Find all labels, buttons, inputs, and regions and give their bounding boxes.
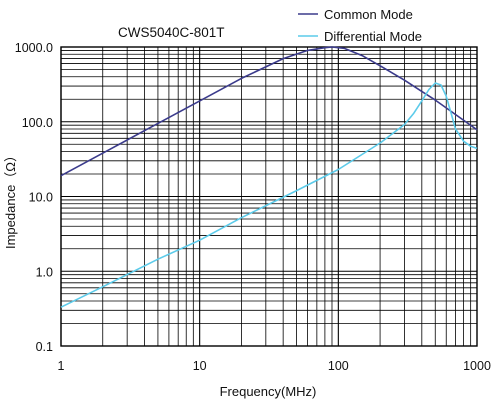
- y-tick-label: 100.0: [22, 116, 53, 130]
- x-tick-label: 100: [328, 359, 349, 373]
- chart-title: CWS5040C-801T: [118, 25, 225, 40]
- x-tick-label: 1000: [463, 359, 491, 373]
- x-axis-label: Frequency(MHz): [220, 384, 317, 399]
- x-tick-label: 10: [193, 359, 207, 373]
- x-tick-label: 1: [58, 359, 65, 373]
- plot-frame: [60, 46, 478, 347]
- curves: [60, 46, 478, 308]
- grid: [60, 46, 478, 347]
- y-axis-label: Impedance（Ω）: [3, 149, 18, 249]
- y-tick-label: 0.1: [36, 340, 53, 354]
- y-axis-ticks: 1000.0 100.0 10.0 1.0 0.1: [15, 41, 53, 354]
- y-tick-label: 1000.0: [15, 41, 53, 55]
- legend: Common Mode Differential Mode: [298, 7, 422, 44]
- series-line-differential-mode: [60, 82, 478, 308]
- y-tick-label: 10.0: [29, 191, 53, 205]
- legend-label-differential-mode: Differential Mode: [324, 29, 422, 44]
- x-axis-ticks: 1 10 100 1000: [58, 359, 491, 373]
- y-tick-label: 1.0: [36, 265, 53, 279]
- legend-label-common-mode: Common Mode: [324, 7, 413, 22]
